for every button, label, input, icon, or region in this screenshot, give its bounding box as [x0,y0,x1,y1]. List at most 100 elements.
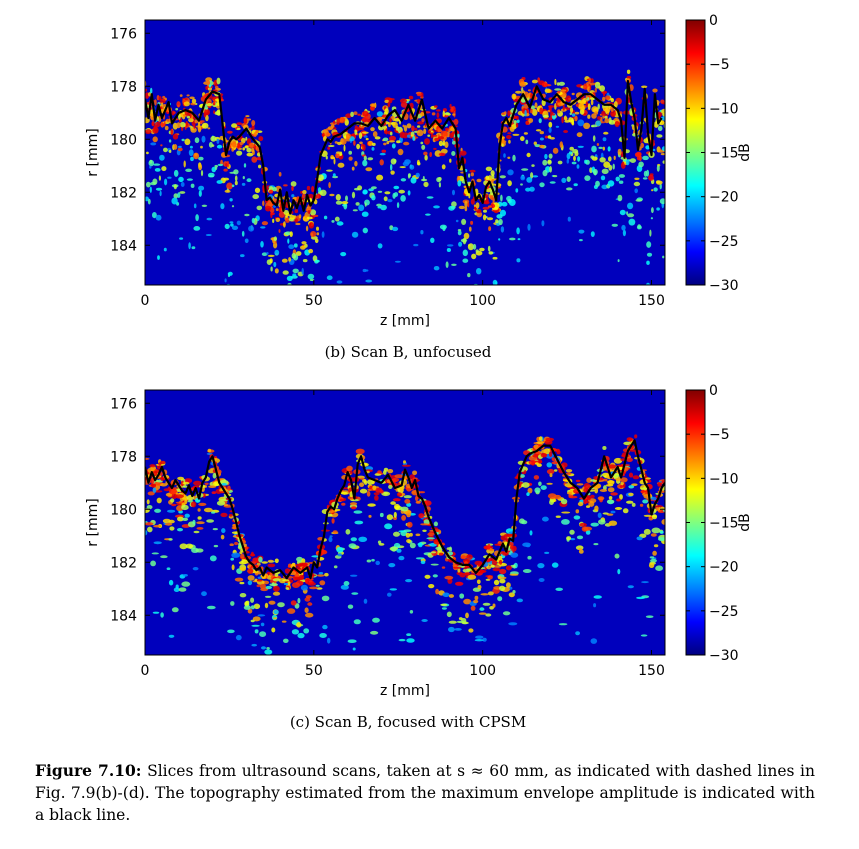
heatmap-cell [445,127,449,132]
heatmap-cell [267,563,276,568]
heatmap-cell [659,183,662,190]
colorbar-tick-label: 0 [709,13,718,29]
heatmap-cell [480,593,490,596]
heatmap-cell [613,155,616,160]
heatmap-cell [424,138,430,145]
heatmap-cell [340,252,347,257]
heatmap-cell [253,132,257,138]
heatmap-cell [285,587,290,590]
panel-scan-b-focused: 0 50 100 150 176 178 180 182 184 z [mm] r [mm] 0 −5 −… [0,370,859,742]
heatmap-cell [264,205,272,212]
heatmap-cell [634,188,638,194]
heatmap-cell [220,203,225,210]
heatmap-cell [584,159,588,164]
heatmap-cell [533,444,539,450]
heatmap-cell [215,166,218,170]
heatmap-cell [488,548,495,551]
heatmap-cell [211,144,215,147]
heatmap-cell [540,485,547,490]
heatmap-cell [618,180,624,184]
heatmap-cell [412,470,418,476]
heatmap-cell [258,136,264,142]
heatmap-cell [379,489,384,494]
heatmap-cell [489,335,492,341]
heatmap-cell [363,135,368,138]
heatmap-cell [335,152,340,159]
heatmap-cell [576,164,580,169]
heatmap-cell [400,178,407,182]
heatmap-cell [529,530,533,536]
heatmap-cell [294,209,299,214]
heatmap-cell [147,491,155,496]
heatmap-cell [213,544,219,548]
heatmap-cell [602,146,605,151]
heatmap-cell [365,167,373,172]
heatmap-cell [198,502,207,506]
heatmap-cell [177,147,183,152]
heatmap-cell [261,221,268,226]
heatmap-cell [562,479,568,482]
heatmap-cell [455,219,459,223]
heatmap-cell [403,495,412,499]
heatmap-cell [343,144,346,152]
heatmap-cell [501,143,504,147]
heatmap-cell [652,550,657,556]
heatmap-cell [653,544,659,548]
heatmap-cell [306,185,311,191]
heatmap-cell [473,329,478,332]
heatmap-cell [283,582,289,586]
heatmap-cell [635,151,642,157]
heatmap-cell [157,115,162,123]
heatmap-cell [301,558,306,564]
heatmap-cell [274,268,279,274]
heatmap-cell [277,602,285,608]
heatmap-cell [264,649,273,655]
heatmap-cell [587,86,590,92]
heatmap-cell [497,596,503,602]
x-axis-label: z [mm] [380,683,430,699]
heatmap-cell [508,139,511,144]
heatmap-cell [241,230,245,237]
heatmap-cell [145,88,148,92]
heatmap-cell [248,719,254,721]
heatmap-cell [259,583,266,589]
heatmap-cell [501,126,508,133]
heatmap-cell [278,229,281,233]
heatmap-cell [261,646,266,650]
heatmap-cell [267,559,274,563]
heatmap-cell [640,142,644,149]
heatmap-cell [634,434,638,439]
heatmap-cell [354,129,358,135]
colorbar-tick-label: −20 [709,560,739,576]
heatmap-cell [619,111,623,115]
heatmap-cell [188,149,194,157]
heatmap-cell [497,575,502,580]
heatmap-cell [388,140,395,143]
heatmap-cell [641,85,648,89]
heatmap-cell [236,150,243,156]
heatmap-cell [441,607,447,610]
heatmap-cell [541,82,548,88]
heatmap-cell [315,193,321,199]
heatmap-cell [651,189,654,192]
heatmap-cell [370,630,379,635]
heatmap-cell [335,200,343,205]
heatmap-cell [205,234,212,236]
heatmap-cell [507,110,511,117]
heatmap-cell [319,189,327,196]
heatmap-cell [230,223,234,227]
heatmap-cell [628,492,634,497]
heatmap-cell [411,125,415,132]
heatmap-cell [510,552,519,558]
heatmap-cell [169,488,177,495]
heatmap-cell [432,574,438,578]
heatmap-cell [617,568,621,575]
heatmap-cell [427,532,435,537]
heatmap-cell [189,96,195,100]
heatmap-cell [393,185,400,190]
heatmap-cell [549,181,556,184]
heatmap-cell [483,209,487,213]
heatmap-cell [392,121,398,128]
heatmap-cell [347,604,354,609]
heatmap-cell [261,252,268,256]
